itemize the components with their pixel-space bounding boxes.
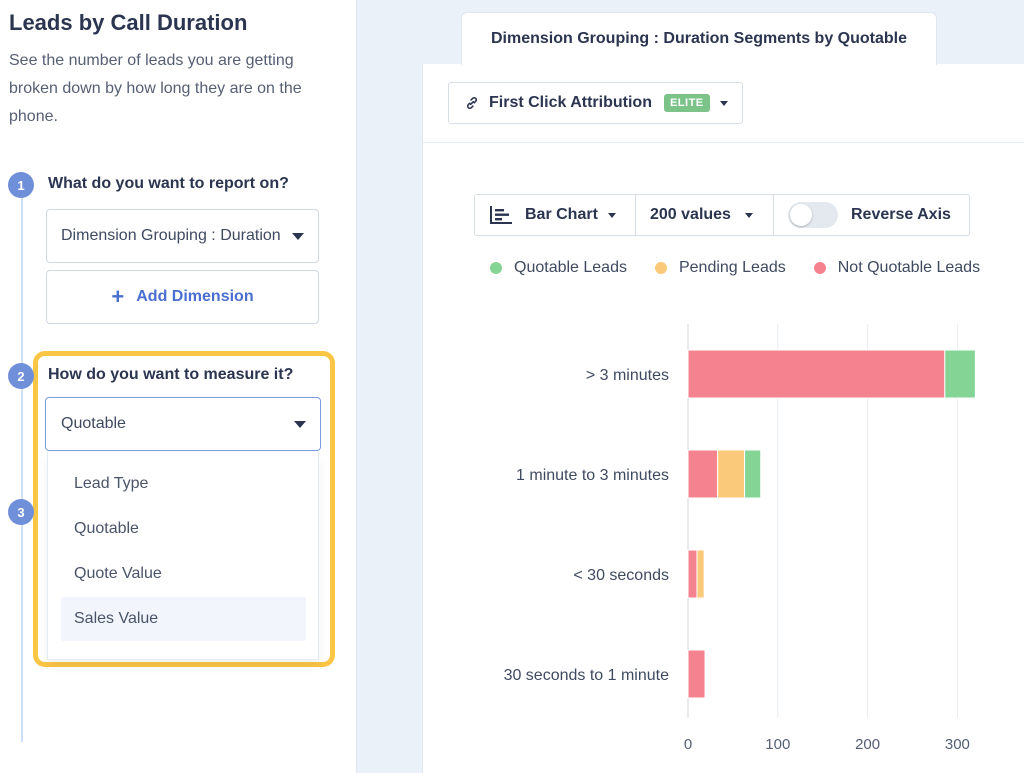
step-3-badge: 3 — [8, 499, 34, 525]
step-2-question: How do you want to measure it? — [48, 366, 294, 383]
legend-label: Quotable Leads — [514, 259, 627, 276]
steps-timeline — [21, 190, 23, 742]
chart-type-dropdown[interactable]: Bar Chart — [474, 194, 636, 236]
reverse-axis-toggle[interactable] — [788, 202, 838, 228]
caret-down-icon — [719, 100, 728, 106]
measure-select[interactable]: Quotable — [45, 397, 321, 451]
bar-chart-icon — [490, 206, 512, 224]
add-dimension-label: Add Dimension — [136, 288, 254, 305]
toggle-knob — [790, 204, 812, 226]
legend-dot — [490, 262, 502, 274]
menu-item-lead-type[interactable]: Lead Type — [74, 475, 149, 492]
report-description: See the number of leads you are getting … — [9, 52, 302, 125]
step-1-question: What do you want to report on? — [48, 175, 289, 192]
dimension-select-value: Dimension Grouping : Duration Segments b… — [61, 227, 283, 244]
left-panel: Leads by Call Duration See the number of… — [0, 0, 357, 773]
tab-dimension-grouping[interactable]: Dimension Grouping : Duration Segments b… — [461, 12, 937, 65]
chart-legend: Quotable Leads Pending Leads Not Quotable … — [490, 258, 1008, 278]
bar-segment — [744, 449, 762, 499]
values-dropdown[interactable]: 200 values — [635, 194, 774, 236]
x-tick-label: 300 — [945, 736, 970, 753]
category-label: 1 minute to 3 minutes — [516, 467, 669, 484]
legend-label: Not Quotable Leads — [837, 259, 981, 276]
report-title: Leads by Call Duration — [9, 10, 248, 35]
step-2-badge: 2 — [8, 363, 34, 389]
values-label: 200 values — [650, 206, 731, 223]
menu-item-quote-value[interactable]: Quote Value — [74, 565, 162, 582]
bar-segment — [687, 449, 719, 499]
caret-down-icon — [744, 212, 753, 218]
elite-badge: ELITE — [663, 94, 710, 112]
legend-item[interactable]: Pending Leads — [654, 259, 786, 277]
chart-toolbar: Bar Chart 200 values Reverse Axis — [474, 194, 970, 236]
report-card — [422, 64, 1024, 773]
bar-segment — [696, 549, 705, 599]
bar-segment — [717, 449, 746, 499]
x-tick-label: 100 — [765, 736, 790, 753]
bar-segment — [687, 349, 946, 399]
category-label: > 3 minutes — [586, 367, 669, 384]
reverse-axis-control[interactable]: Reverse Axis — [773, 194, 970, 236]
legend-dot — [654, 262, 667, 274]
measure-select-value: Quotable — [61, 415, 126, 432]
caret-down-icon — [292, 233, 304, 240]
caret-down-icon — [294, 421, 306, 428]
x-tick-label: 200 — [855, 736, 880, 753]
category-label: 30 seconds to 1 minute — [504, 667, 670, 684]
bar-segment — [687, 649, 706, 699]
legend-item[interactable]: Not Quotable Leads — [813, 259, 981, 277]
reverse-axis-label: Reverse Axis — [851, 206, 951, 223]
menu-item-quotable[interactable]: Quotable — [74, 520, 139, 537]
measure-dropdown-menu: Lead Type Quotable Quote Value Sales Val… — [47, 452, 319, 660]
menu-item-sales-value[interactable]: Sales Value — [61, 597, 306, 641]
attribution-label: First Click Attribution — [489, 94, 652, 111]
caret-down-icon — [607, 212, 616, 218]
category-label: < 30 seconds — [573, 567, 669, 584]
add-dimension-button[interactable]: + Add Dimension — [46, 270, 319, 324]
card-divider — [422, 142, 1024, 143]
legend-label: Pending Leads — [678, 259, 786, 276]
chart-type-label: Bar Chart — [525, 206, 598, 223]
x-tick-label: 0 — [684, 736, 692, 753]
step-1-badge: 1 — [8, 172, 34, 198]
legend-dot — [813, 262, 826, 274]
legend-item[interactable]: Quotable Leads — [490, 259, 627, 277]
bar-chart: 0 100 200 300 > 3 minutes 1 minute to 3 minut… — [504, 324, 976, 753]
bar-segment — [687, 549, 698, 599]
attribution-dropdown[interactable]: First Click Attribution ELITE — [448, 82, 743, 124]
bar-segment — [944, 349, 976, 399]
link-icon — [466, 97, 478, 109]
plus-icon: + — [111, 284, 125, 309]
dimension-select[interactable]: Dimension Grouping : Duration Segments b… — [46, 209, 319, 263]
highlight-frame — [33, 351, 335, 667]
